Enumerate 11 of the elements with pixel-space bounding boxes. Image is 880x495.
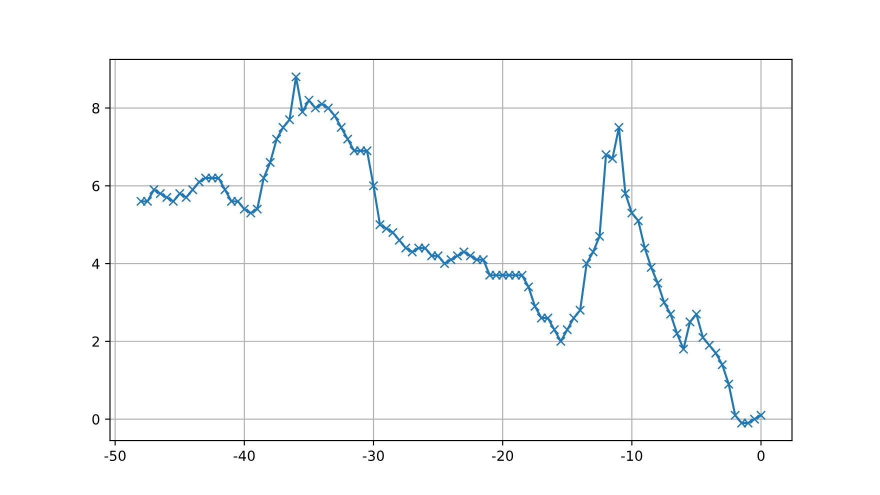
x-tick-label: -10 xyxy=(621,450,642,462)
y-tick-label: 8 xyxy=(92,102,100,114)
y-tick-label: 4 xyxy=(92,258,100,269)
x-tick-label: -30 xyxy=(362,450,384,462)
x-tick-label: -20 xyxy=(492,450,514,462)
x-tick-label: -40 xyxy=(234,450,255,462)
y-tick-label: 0 xyxy=(92,414,100,425)
x-tick-label: -50 xyxy=(104,450,126,462)
x-tick-label: 0 xyxy=(757,450,764,462)
y-tick-label: 2 xyxy=(92,336,99,347)
y-tick-label: 6 xyxy=(92,180,100,192)
